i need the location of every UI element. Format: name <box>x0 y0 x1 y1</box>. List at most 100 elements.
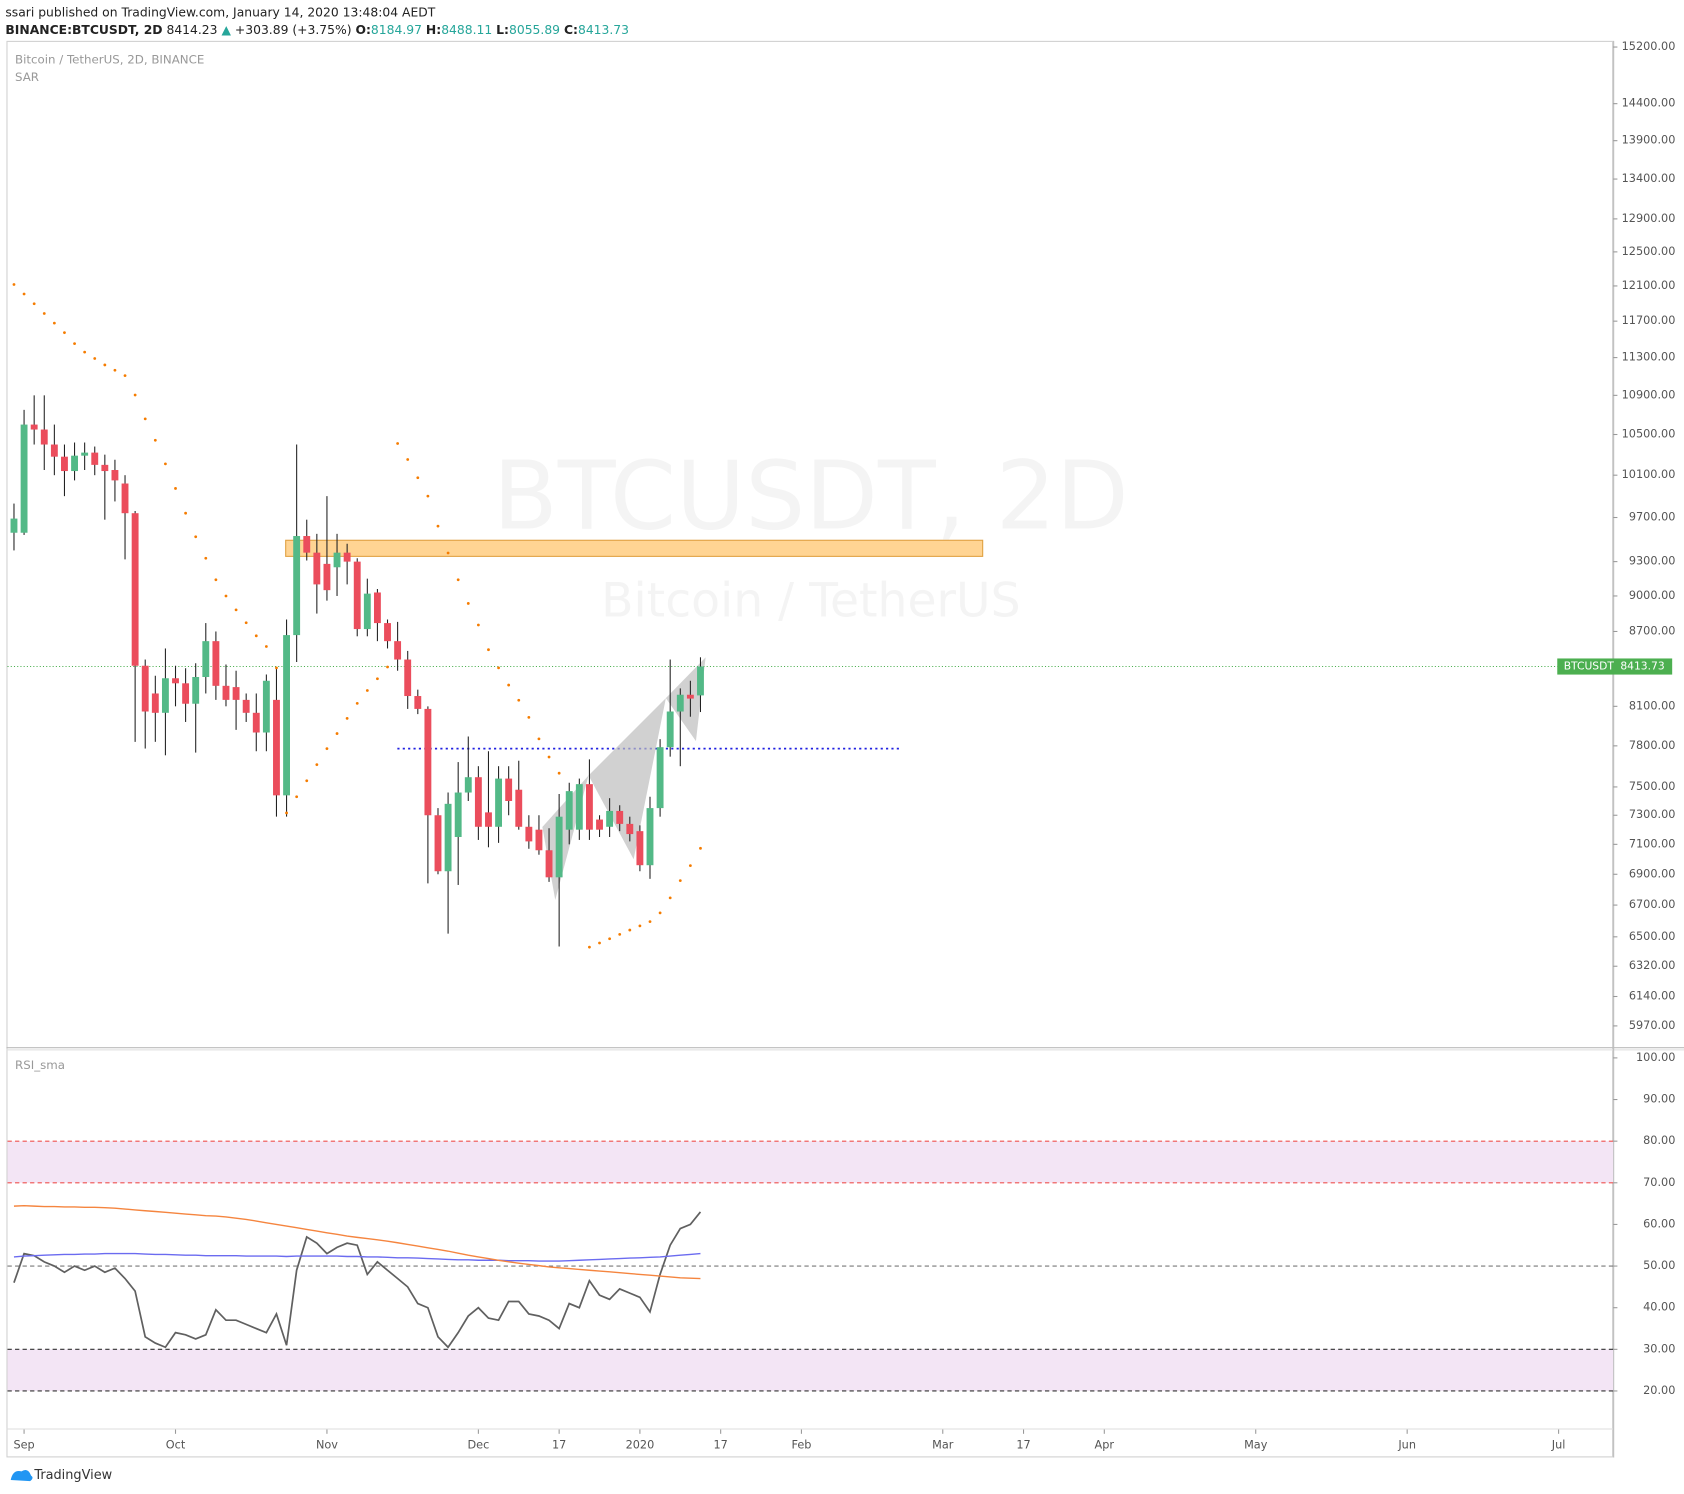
sar-dot <box>386 665 389 669</box>
sar-dot <box>476 623 480 627</box>
sar-dot <box>557 771 561 775</box>
sar-dot <box>628 928 632 932</box>
y-tick-label: 10900.00 <box>1622 388 1676 401</box>
sar-dot <box>133 393 137 397</box>
candle-body <box>161 678 169 713</box>
price-tag-value: 8413.73 <box>1620 660 1664 673</box>
sar-dot <box>537 737 541 741</box>
y-tick-label: 7300.00 <box>1629 808 1676 821</box>
sar-dot <box>547 755 551 759</box>
h-label: H: <box>426 23 441 37</box>
candle-body <box>464 777 472 793</box>
sar-dot <box>123 374 127 378</box>
y-tick-label: 11300.00 <box>1622 351 1676 364</box>
sar-dot <box>325 747 329 751</box>
x-tick-label: Oct <box>166 1439 186 1452</box>
price-tag <box>1557 658 1673 675</box>
o-value: 8184.97 <box>371 23 422 37</box>
y-tick-label: 12500.00 <box>1622 245 1676 258</box>
candle-body <box>676 694 684 712</box>
publisher-line: ssari published on TradingView.com, Janu… <box>5 5 435 19</box>
candle-body <box>202 641 210 677</box>
sar-dot <box>254 634 258 638</box>
candle-body <box>515 789 523 827</box>
y-tick-label: 10500.00 <box>1622 428 1676 441</box>
sar-dot <box>497 666 500 670</box>
candle-body <box>101 464 109 472</box>
y-tick-label: 7500.00 <box>1629 780 1676 793</box>
sar-dot <box>507 683 511 687</box>
candle-body <box>626 823 634 835</box>
candle-body <box>485 812 492 827</box>
sar-dot <box>214 578 218 582</box>
y-tick-label: 50.00 <box>1643 1259 1675 1272</box>
rsi-line <box>13 1204 701 1280</box>
sar-dot <box>295 795 299 799</box>
x-tick-label: 17 <box>713 1439 727 1452</box>
y-tick-label: 8100.00 <box>1629 699 1676 712</box>
watermark: BTCUSDT, 2D Bitcoin / TetherUS <box>493 442 1129 629</box>
sar-dot <box>264 645 268 648</box>
x-tick-label: 2020 <box>626 1439 655 1452</box>
y-tick-label: 6700.00 <box>1629 898 1676 911</box>
candle-body <box>71 455 78 472</box>
candle-body <box>81 452 89 456</box>
candle-body <box>505 778 513 801</box>
y-tick-label: 10100.00 <box>1622 468 1676 481</box>
sar-dot <box>103 363 107 367</box>
candle-body <box>666 711 674 748</box>
y-tick-label: 7100.00 <box>1629 837 1676 850</box>
x-tick-label: Mar <box>932 1439 954 1452</box>
sar-dot <box>275 666 278 670</box>
watermark-name: Bitcoin / TetherUS <box>601 574 1020 629</box>
y-tick-label: 20.00 <box>1643 1384 1675 1397</box>
sar-dot <box>406 458 410 461</box>
candle-body <box>525 826 533 842</box>
candle-body <box>40 429 48 445</box>
last-price: 8414.23 <box>166 23 217 37</box>
y-tick-label: 9000.00 <box>1629 589 1676 602</box>
sar-dot <box>436 524 440 528</box>
sar-dot <box>466 602 470 605</box>
candle-body <box>565 791 573 830</box>
sar-dot <box>517 698 521 702</box>
rsi-line <box>13 1211 702 1349</box>
candle-body <box>646 808 654 866</box>
y-tick-label: 6900.00 <box>1629 867 1676 880</box>
rsi-title: RSI_sma <box>15 1058 65 1072</box>
sar-dot <box>416 476 420 480</box>
pattern-shape <box>588 698 666 860</box>
o-label: O: <box>355 23 370 37</box>
sar-dot <box>376 677 379 681</box>
candle-body <box>384 623 391 642</box>
l-label: L: <box>496 23 509 37</box>
sar-dot <box>244 621 248 625</box>
sar-dot <box>335 732 339 735</box>
candle-body <box>363 593 371 630</box>
candle-body <box>242 699 250 713</box>
candle-body <box>585 784 593 830</box>
candle-body <box>192 676 200 704</box>
y-tick-label: 15200.00 <box>1622 40 1676 53</box>
price-tag-name: BTCUSDT <box>1564 660 1615 673</box>
candle-body <box>61 456 68 472</box>
y-tick-label: 7800.00 <box>1629 739 1676 752</box>
sar-dot <box>446 551 450 555</box>
sar-dot <box>588 945 591 949</box>
y-tick-label: 6320.00 <box>1629 959 1676 972</box>
ohlc-line: BINANCE:BTCUSDT, 2D 8414.23 ▲ +303.89 (+… <box>5 23 629 37</box>
y-tick-label: 90.00 <box>1643 1093 1675 1106</box>
x-tick-label: 17 <box>552 1439 566 1452</box>
pane-title: Bitcoin / TetherUS, 2D, BINANCE <box>15 53 204 67</box>
candle-body <box>404 659 412 697</box>
y-tick-label: 30.00 <box>1643 1342 1675 1355</box>
y-tick-label: 100.00 <box>1636 1051 1675 1064</box>
sar-dot <box>345 717 349 720</box>
sar-dot <box>396 442 400 445</box>
c-value: 8413.73 <box>578 23 629 37</box>
y-tick-label: 6140.00 <box>1629 989 1676 1002</box>
change: +303.89 (+3.75%) <box>235 23 352 37</box>
sar-dot <box>598 941 601 945</box>
sar-dot <box>426 494 430 498</box>
x-tick-label: Jun <box>1397 1439 1416 1452</box>
